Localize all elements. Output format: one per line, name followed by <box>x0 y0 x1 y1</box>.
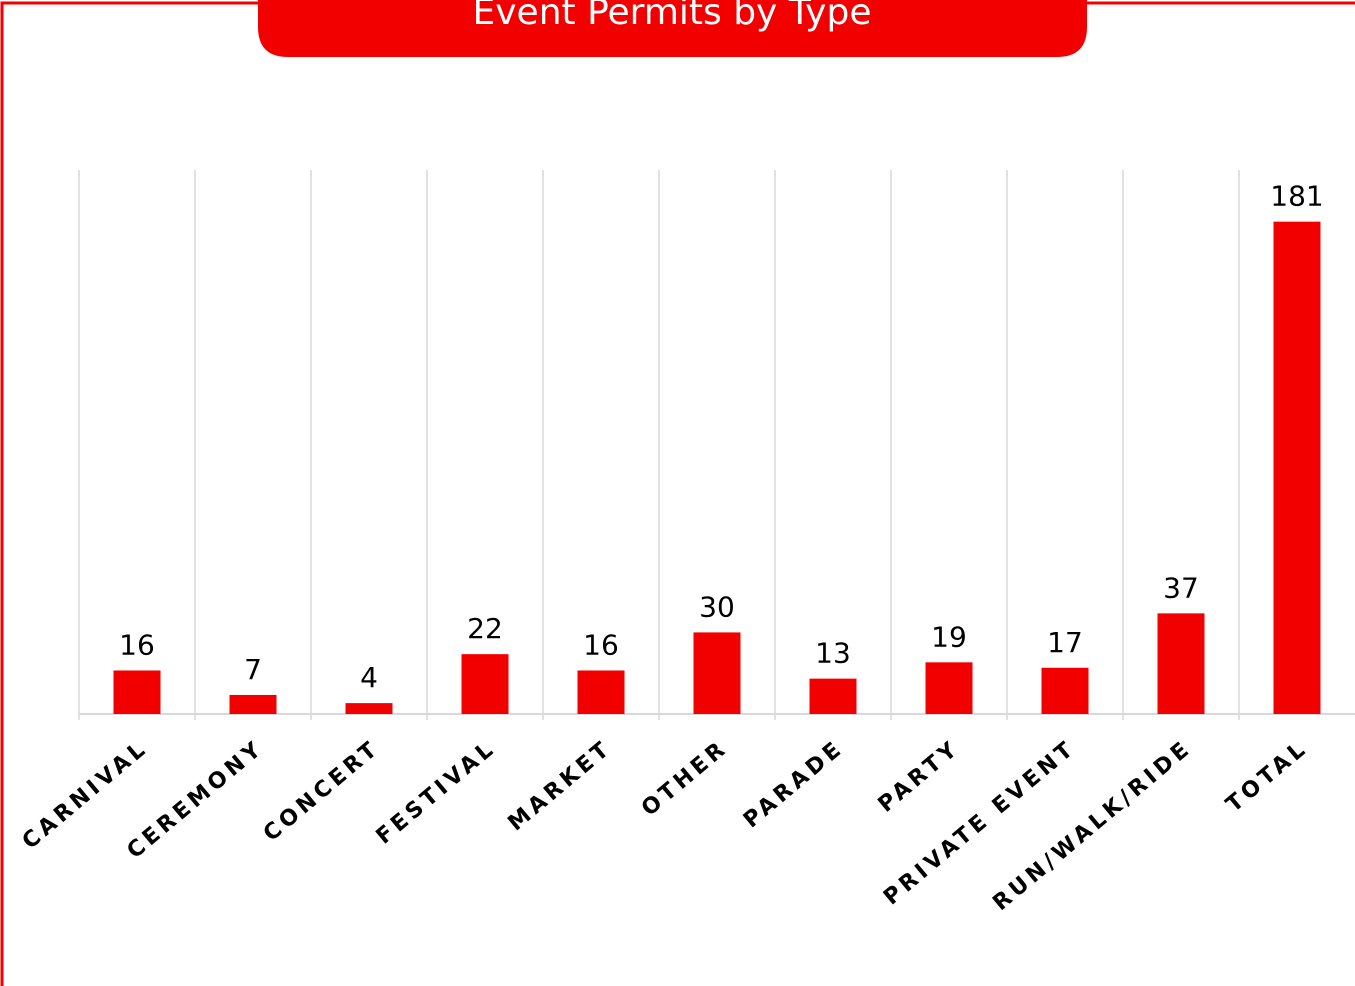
data-label: 16 <box>119 628 155 661</box>
x-tick-label: MARKET <box>504 735 617 836</box>
data-label: 37 <box>1163 571 1199 604</box>
bar <box>113 670 161 714</box>
data-label: 4 <box>360 661 378 694</box>
bar <box>1273 221 1321 714</box>
x-tick-label: PARADE <box>739 735 849 833</box>
data-label: 181 <box>1270 180 1323 213</box>
x-tick-label: TOTAL <box>1222 735 1313 817</box>
bar <box>577 670 625 714</box>
x-tick-label: PRIVATE EVENT <box>879 735 1081 910</box>
data-label: 22 <box>467 612 503 645</box>
x-tick-label: PARTY <box>874 735 965 817</box>
data-label: 17 <box>1047 626 1083 659</box>
data-label: 16 <box>583 628 619 661</box>
data-label: 19 <box>931 620 967 653</box>
x-tick-label: CONCERT <box>259 735 385 846</box>
bar <box>461 654 509 714</box>
data-label: 30 <box>699 590 735 623</box>
data-label: 13 <box>815 637 851 670</box>
x-tick-label: RUN/WALK/RIDE <box>988 735 1196 916</box>
bar <box>809 678 857 714</box>
bar <box>229 694 277 714</box>
x-tick-label: FESTIVAL <box>372 735 501 849</box>
x-tick-label: OTHER <box>637 735 733 821</box>
chart-title: Event Permits by Type <box>473 0 872 33</box>
bar <box>693 632 741 714</box>
bar <box>345 703 393 714</box>
bar <box>1041 667 1089 714</box>
title-banner <box>258 0 1087 57</box>
bar <box>1157 613 1205 714</box>
data-label: 7 <box>244 653 262 686</box>
bar <box>925 662 973 714</box>
